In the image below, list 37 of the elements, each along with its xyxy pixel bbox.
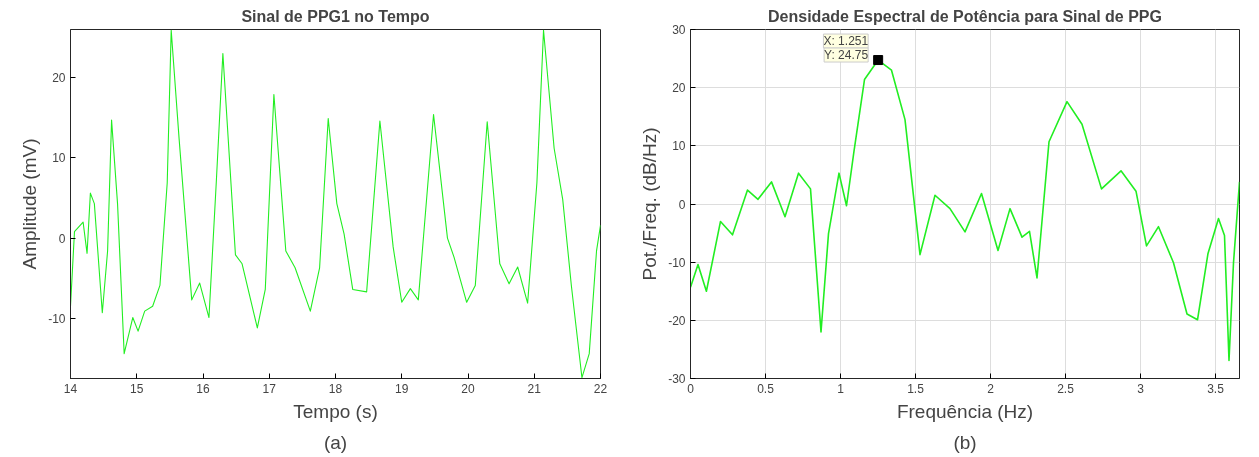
y-tick-label: 30 bbox=[672, 23, 686, 37]
y-tick-label: -10 bbox=[668, 255, 686, 270]
x-tick-label: 2.5 bbox=[1057, 381, 1075, 396]
y-tick-label: -10 bbox=[48, 311, 66, 326]
y-tick-label: 0 bbox=[58, 231, 66, 246]
text: (a) bbox=[323, 431, 348, 453]
x-axis-title: Frequência (Hz) bbox=[896, 400, 1034, 422]
x-tick-label: 1 bbox=[837, 381, 845, 396]
x-tick-label: 0.5 bbox=[757, 381, 775, 396]
y-tick-label: 10 bbox=[52, 151, 66, 166]
x-tick-label: 14 bbox=[63, 381, 78, 396]
x-tick-label: 18 bbox=[328, 381, 343, 396]
y-axis-title: Pot./Freq. (dB/Hz) bbox=[639, 127, 661, 281]
y-axis-title: Amplitude (mV) bbox=[19, 138, 41, 270]
x-tick-label: 19 bbox=[395, 381, 409, 396]
x-tick-label: 15 bbox=[130, 381, 144, 396]
y-tick-label: 0 bbox=[678, 197, 686, 212]
x-tick-label: 21 bbox=[527, 381, 542, 396]
y-tick-label: 20 bbox=[672, 81, 686, 96]
x-tick-label: 16 bbox=[196, 381, 210, 396]
x-tick-label: 20 bbox=[461, 381, 475, 396]
x-tick-label: 22 bbox=[593, 381, 608, 396]
chart-title: Densidade Espectral de Potência para Sinal de PPG bbox=[768, 7, 1162, 25]
line-series bbox=[70, 29, 601, 379]
x-tick-label: 3.5 bbox=[1207, 381, 1225, 396]
x-axis-title: Tempo (s) bbox=[293, 400, 378, 422]
x-tick-label: 3 bbox=[1137, 381, 1145, 396]
y-tick-label: -30 bbox=[668, 372, 686, 386]
y-tick-label: 10 bbox=[672, 139, 686, 154]
y-tick-label: -20 bbox=[668, 313, 686, 328]
y-tick-label: 20 bbox=[52, 71, 66, 86]
chart-title: Sinal de PPG1 no Tempo bbox=[241, 7, 430, 25]
annotation: X: 1.251 Y: 24.75 bbox=[823, 34, 869, 63]
x-tick-label: 17 bbox=[262, 381, 277, 396]
x-tick-label: 1.5 bbox=[907, 381, 925, 396]
text: (b) bbox=[953, 431, 977, 453]
x-tick-label: 2 bbox=[987, 381, 995, 396]
